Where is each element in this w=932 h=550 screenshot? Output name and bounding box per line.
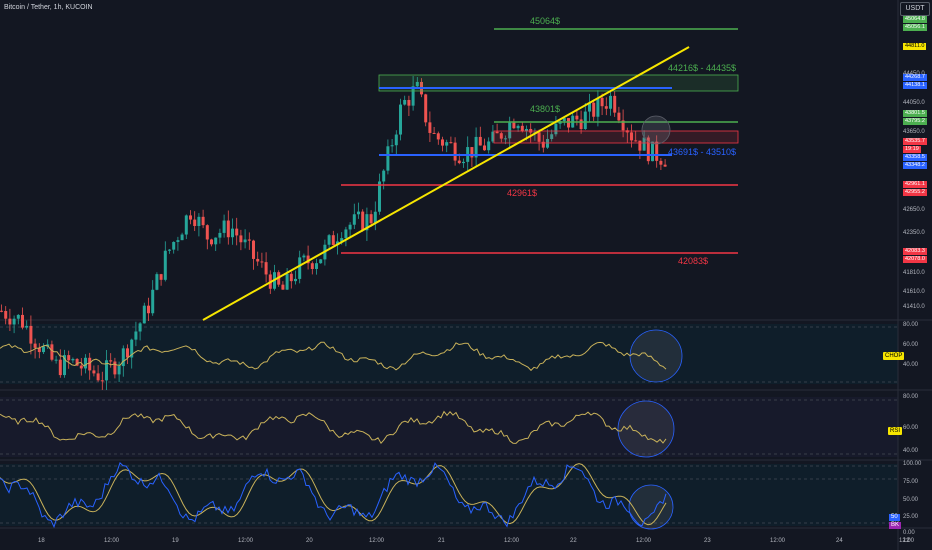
time-tick: 12:00 [104,538,120,544]
indicator-tick: 60.00 [903,342,919,348]
indicator-tick: 40.00 [903,448,919,454]
indicator-tick: 75.00 [903,479,919,485]
candles [0,75,667,390]
stoch-k-tag: 50 [889,514,900,521]
currency-button[interactable]: USDT [900,2,930,16]
indicator-tick: 50.00 [903,497,919,503]
level-label: 42961$ [507,188,538,198]
level-label: 43801$ [530,104,561,114]
time-tick: 21 [438,538,445,544]
price-tick: 42350.0 [903,230,925,236]
price-tick: 41410.0 [903,304,925,310]
time-tick: 20 [306,538,313,544]
price-tag: 42961.1 [903,181,927,188]
indicator-tick: 100.00 [903,461,922,467]
level-label: 42083$ [678,256,709,266]
level-label: 44216$ - 44435$ [668,63,737,73]
price-tag: 42078.0 [903,256,927,263]
overlays [202,28,739,530]
chop-label: CHOP [883,352,905,360]
price-tag: 42083.3 [903,248,927,255]
time-tick: 24 [836,538,843,544]
price-tag: 43795.2 [903,118,927,125]
indicator-tick: 25.00 [903,514,919,520]
price-tag: 42955.2 [903,189,927,196]
time-tick: 12:00 [770,538,786,544]
indicator-tick: 60.00 [903,425,919,431]
time-tick: 12:00 [369,538,385,544]
price-tag: 43535.7 [903,138,927,145]
stoch-pane [0,462,667,529]
time-tick: 12:00 [899,538,915,544]
price-tick: 41810.0 [903,270,925,276]
indicator-tick: 0.00 [903,530,915,536]
level-label: 45064$ [530,16,561,26]
stoch-d-tag: BK [889,522,902,529]
price-tag: 44811.0 [903,43,927,50]
time-tick-end: 12 [903,538,910,544]
price-tag: 43348.2 [903,162,927,169]
time-tick: 22 [570,538,577,544]
price-tag: 43358.5 [903,154,927,161]
price-tag: 19:19 [903,146,921,153]
price-tag: 44138.1 [903,82,927,89]
time-tick: 18 [38,538,45,544]
indicator-tick: 40.00 [903,362,919,368]
rsi-pane [0,410,667,445]
indicator-tick: 80.00 [903,394,919,400]
price-tag: 45056.1 [903,24,927,31]
price-tick: 43650.0 [903,129,925,135]
chart-title: Bitcoin / Tether, 1h, KUCOIN [4,4,93,11]
time-tick: 12:00 [504,538,520,544]
indicator-tick: 80.00 [903,322,919,328]
time-tick: 19 [172,538,179,544]
time-tick: 23 [704,538,711,544]
chop-pane [0,341,667,372]
price-tag: 44268.7 [903,74,927,81]
price-tick: 42650.0 [903,207,925,213]
price-tick: 41610.0 [903,289,925,295]
time-tick: 12:00 [636,538,652,544]
price-tick: 44050.0 [903,100,925,106]
rsi-label: RSI [888,427,903,435]
level-label: 43691$ - 43510$ [668,147,737,157]
price-tag: 45064.8 [903,16,927,23]
time-tick: 12:00 [238,538,254,544]
price-tag: 43801.5 [903,110,927,117]
